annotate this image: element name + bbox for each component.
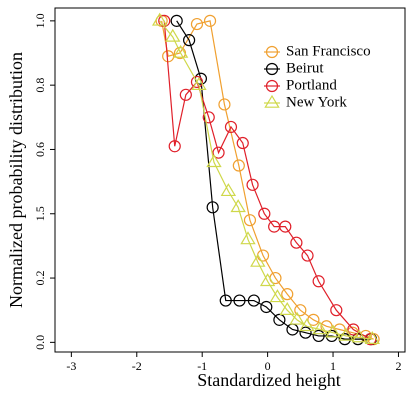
y-tick-label: 0.6: [33, 142, 47, 157]
data-marker: [351, 329, 367, 343]
legend-label: Beirut: [286, 60, 324, 76]
data-marker: [312, 329, 325, 343]
data-marker: [279, 302, 295, 316]
data-marker: [347, 323, 360, 336]
data-marker: [165, 28, 181, 42]
data-marker: [220, 183, 237, 197]
x-tick-label: 0: [265, 359, 271, 373]
y-tick-label: 0.8: [33, 78, 47, 93]
data-marker: [269, 289, 286, 303]
data-marker: [247, 294, 260, 307]
data-marker: [364, 330, 380, 344]
data-marker: [170, 14, 183, 27]
data-marker: [320, 320, 333, 333]
data-marker: [232, 159, 245, 172]
data-marker: [290, 236, 303, 249]
series-line: [159, 20, 373, 340]
data-marker: [281, 288, 294, 301]
data-marker: [219, 294, 232, 307]
data-marker: [279, 220, 292, 233]
data-marker: [338, 333, 351, 346]
legend-marker: [265, 45, 279, 59]
data-marker: [246, 178, 259, 191]
x-axis-label: Standardized height: [197, 370, 340, 390]
y-tick-label: 0.0: [33, 335, 47, 350]
data-marker: [312, 321, 328, 335]
data-marker: [299, 318, 315, 332]
legend-label: San Francisco: [286, 43, 371, 59]
data-marker: [190, 17, 204, 31]
data-marker: [333, 323, 346, 336]
legend-label: Portland: [286, 77, 337, 93]
data-marker: [224, 120, 238, 134]
legend-marker: [265, 62, 279, 76]
data-marker: [250, 253, 266, 267]
x-tick-label: -3: [66, 359, 76, 373]
data-marker: [230, 199, 246, 213]
data-marker: [259, 273, 276, 287]
legend-marker: [265, 79, 279, 93]
data-marker: [236, 136, 249, 150]
y-tick-label: 1.0: [33, 13, 47, 28]
data-marker: [289, 311, 305, 325]
data-marker: [330, 304, 343, 317]
data-marker: [206, 154, 222, 168]
y-tick-label: 0.2: [33, 271, 47, 286]
data-marker: [243, 214, 257, 227]
y-tick-label: 1.5: [33, 206, 47, 221]
data-marker: [202, 111, 215, 124]
data-marker: [258, 207, 271, 220]
data-marker: [301, 249, 314, 262]
data-marker: [294, 304, 307, 317]
data-marker: [325, 329, 338, 343]
x-tick-label: 2: [395, 359, 401, 373]
x-tick-label: -2: [132, 359, 142, 373]
data-marker: [307, 313, 320, 326]
data-marker: [218, 98, 231, 111]
data-marker: [168, 140, 181, 153]
y-axis-label: Normalized probability distribution: [6, 52, 26, 308]
data-marker: [299, 326, 312, 339]
data-marker: [233, 294, 246, 307]
data-marker: [151, 12, 168, 26]
data-marker: [190, 75, 204, 89]
series-line: [176, 20, 371, 340]
data-marker: [325, 324, 341, 338]
data-marker: [240, 231, 256, 245]
data-marker: [212, 146, 225, 159]
data-marker: [191, 76, 207, 90]
legend-marker: [264, 94, 280, 108]
data-marker: [260, 300, 273, 314]
data-marker: [179, 88, 192, 101]
data-marker: [312, 275, 325, 288]
data-marker: [203, 14, 217, 27]
data-marker: [206, 201, 219, 214]
plot-frame: [54, 7, 406, 353]
data-marker: [183, 34, 196, 47]
data-marker: [172, 44, 189, 58]
x-tick-label: 1: [330, 359, 336, 373]
x-tick-label: -1: [197, 359, 207, 373]
legend-label: New York: [286, 94, 347, 110]
data-marker: [338, 327, 354, 341]
data-marker: [273, 313, 286, 326]
